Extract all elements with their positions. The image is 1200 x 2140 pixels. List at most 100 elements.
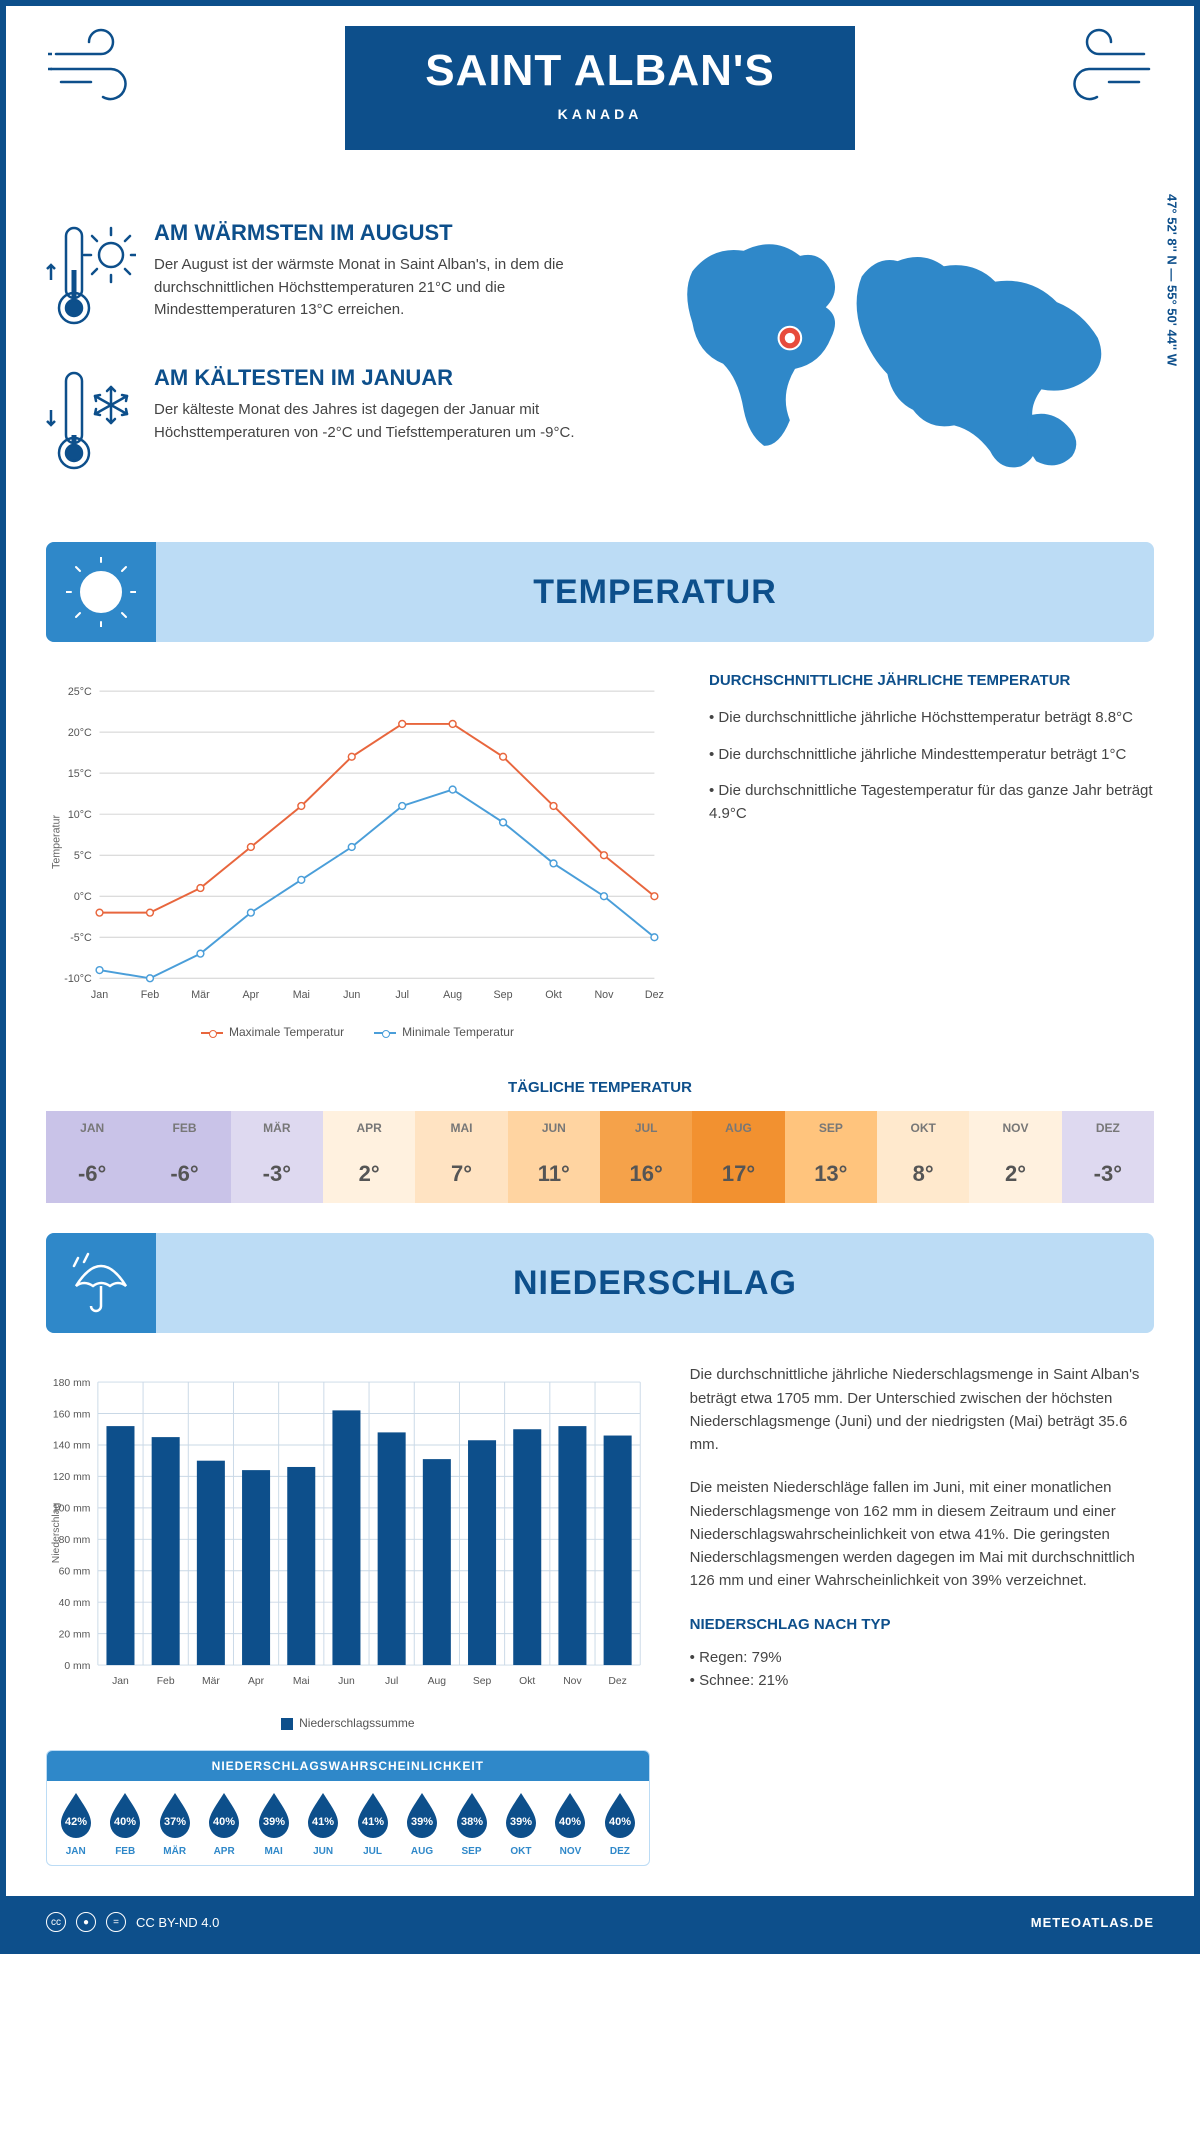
svg-text:Mär: Mär xyxy=(191,989,210,1001)
svg-text:Jul: Jul xyxy=(385,1676,398,1687)
svg-text:Mai: Mai xyxy=(293,1676,310,1687)
daily-head-cell: SEP xyxy=(785,1111,877,1145)
fact-cold-title: AM KÄLTESTEN IM JANUAR xyxy=(154,365,611,391)
fact-warm-body: Der August ist der wärmste Monat in Sain… xyxy=(154,254,611,322)
thermometer-sun-icon xyxy=(46,220,136,335)
prob-drop: 40%FEB xyxy=(100,1791,149,1857)
svg-text:39%: 39% xyxy=(411,1816,433,1828)
svg-text:41%: 41% xyxy=(312,1816,334,1828)
svg-text:Dez: Dez xyxy=(608,1676,626,1687)
precip-type-rain: • Regen: 79% xyxy=(690,1646,1154,1669)
svg-text:40%: 40% xyxy=(114,1816,136,1828)
svg-text:Okt: Okt xyxy=(519,1676,535,1687)
svg-text:Jan: Jan xyxy=(112,1676,129,1687)
cc-icon: cc xyxy=(46,1912,66,1932)
daily-value-cell: 17° xyxy=(692,1145,784,1203)
daily-head-cell: MÄR xyxy=(231,1111,323,1145)
daily-head-cell: FEB xyxy=(138,1111,230,1145)
svg-text:40%: 40% xyxy=(559,1816,581,1828)
fact-warm-title: AM WÄRMSTEN IM AUGUST xyxy=(154,220,611,246)
daily-temp-header: JANFEBMÄRAPRMAIJUNJULAUGSEPOKTNOVDEZ xyxy=(46,1111,1154,1145)
daily-value-cell: 8° xyxy=(877,1145,969,1203)
fact-coldest: AM KÄLTESTEN IM JANUAR Der kälteste Mona… xyxy=(46,365,611,480)
precip-para-2: Die meisten Niederschläge fallen im Juni… xyxy=(690,1476,1154,1592)
precip-type-heading: NIEDERSCHLAG NACH TYP xyxy=(690,1613,1154,1636)
daily-head-cell: JUN xyxy=(508,1111,600,1145)
daily-value-cell: -6° xyxy=(138,1145,230,1203)
prob-title: NIEDERSCHLAGSWAHRSCHEINLICHKEIT xyxy=(47,1751,649,1781)
world-map xyxy=(641,220,1154,512)
daily-temp-title: TÄGLICHE TEMPERATUR xyxy=(46,1079,1154,1096)
svg-text:180 mm: 180 mm xyxy=(53,1378,90,1389)
svg-text:Okt: Okt xyxy=(545,989,562,1001)
prob-drop: 38%SEP xyxy=(447,1791,496,1857)
svg-text:41%: 41% xyxy=(362,1816,384,1828)
daily-value-cell: 2° xyxy=(323,1145,415,1203)
daily-head-cell: DEZ xyxy=(1062,1111,1154,1145)
svg-text:Feb: Feb xyxy=(157,1676,175,1687)
wind-icon xyxy=(46,24,156,109)
svg-text:Apr: Apr xyxy=(248,1676,265,1687)
umbrella-icon xyxy=(46,1233,156,1333)
daily-head-cell: MAI xyxy=(415,1111,507,1145)
svg-text:40 mm: 40 mm xyxy=(59,1598,91,1609)
svg-text:39%: 39% xyxy=(510,1816,532,1828)
svg-text:Nov: Nov xyxy=(594,989,614,1001)
legend-max: Maximale Temperatur xyxy=(229,1025,344,1039)
daily-temp-values: -6°-6°-3°2°7°11°16°17°13°8°2°-3° xyxy=(46,1145,1154,1203)
svg-text:Aug: Aug xyxy=(443,989,462,1001)
temp-bullet-2: • Die durchschnittliche jährliche Mindes… xyxy=(709,744,1154,767)
svg-text:20 mm: 20 mm xyxy=(59,1630,91,1641)
svg-text:Jul: Jul xyxy=(395,989,409,1001)
daily-head-cell: JUL xyxy=(600,1111,692,1145)
prob-drop: 39%OKT xyxy=(496,1791,545,1857)
svg-text:0°C: 0°C xyxy=(74,892,92,904)
svg-text:-5°C: -5°C xyxy=(70,933,92,945)
svg-text:160 mm: 160 mm xyxy=(53,1410,90,1421)
daily-head-cell: NOV xyxy=(969,1111,1061,1145)
svg-text:25°C: 25°C xyxy=(68,686,92,698)
by-icon: ● xyxy=(76,1912,96,1932)
svg-text:37%: 37% xyxy=(164,1816,186,1828)
prob-drop: 37%MÄR xyxy=(150,1791,199,1857)
svg-text:Jun: Jun xyxy=(343,989,360,1001)
svg-text:Sep: Sep xyxy=(473,1676,492,1687)
svg-text:Sep: Sep xyxy=(494,989,513,1001)
prob-drop: 40%DEZ xyxy=(595,1791,644,1857)
svg-text:39%: 39% xyxy=(263,1816,285,1828)
svg-text:Aug: Aug xyxy=(428,1676,447,1687)
svg-text:Jun: Jun xyxy=(338,1676,355,1687)
daily-head-cell: AUG xyxy=(692,1111,784,1145)
svg-text:Feb: Feb xyxy=(141,989,159,1001)
precip-para-1: Die durchschnittliche jährliche Niedersc… xyxy=(690,1363,1154,1456)
svg-text:38%: 38% xyxy=(460,1816,482,1828)
svg-text:0 mm: 0 mm xyxy=(64,1661,90,1672)
svg-text:Nov: Nov xyxy=(563,1676,582,1687)
precipitation-bar-chart: 0 mm20 mm40 mm60 mm80 mm100 mm120 mm140 … xyxy=(46,1363,650,1730)
section-precipitation: NIEDERSCHLAG xyxy=(46,1233,1154,1333)
svg-text:60 mm: 60 mm xyxy=(59,1567,91,1578)
legend-precip: Niederschlagssumme xyxy=(299,1716,414,1730)
svg-text:Mär: Mär xyxy=(202,1676,220,1687)
svg-text:5°C: 5°C xyxy=(74,851,92,863)
svg-text:Apr: Apr xyxy=(243,989,260,1001)
title-banner: SAINT ALBAN'S KANADA xyxy=(345,26,854,150)
svg-text:15°C: 15°C xyxy=(68,769,92,781)
svg-text:Temperatur: Temperatur xyxy=(51,815,63,869)
prob-drop: 40%APR xyxy=(199,1791,248,1857)
svg-text:Niederschlag: Niederschlag xyxy=(51,1503,62,1564)
daily-value-cell: 11° xyxy=(508,1145,600,1203)
sun-icon xyxy=(46,542,156,642)
prob-drop: 41%JUL xyxy=(348,1791,397,1857)
daily-value-cell: 16° xyxy=(600,1145,692,1203)
precip-probability-box: NIEDERSCHLAGSWAHRSCHEINLICHKEIT 42%JAN40… xyxy=(46,1750,650,1866)
daily-head-cell: JAN xyxy=(46,1111,138,1145)
temp-bullet-3: • Die durchschnittliche Tagestemperatur … xyxy=(709,780,1154,825)
temp-bullet-1: • Die durchschnittliche jährliche Höchst… xyxy=(709,707,1154,730)
license-text: CC BY-ND 4.0 xyxy=(136,1915,219,1930)
daily-value-cell: 7° xyxy=(415,1145,507,1203)
daily-head-cell: APR xyxy=(323,1111,415,1145)
nd-icon: = xyxy=(106,1912,126,1932)
daily-value-cell: 2° xyxy=(969,1145,1061,1203)
precip-type-snow: • Schnee: 21% xyxy=(690,1669,1154,1692)
